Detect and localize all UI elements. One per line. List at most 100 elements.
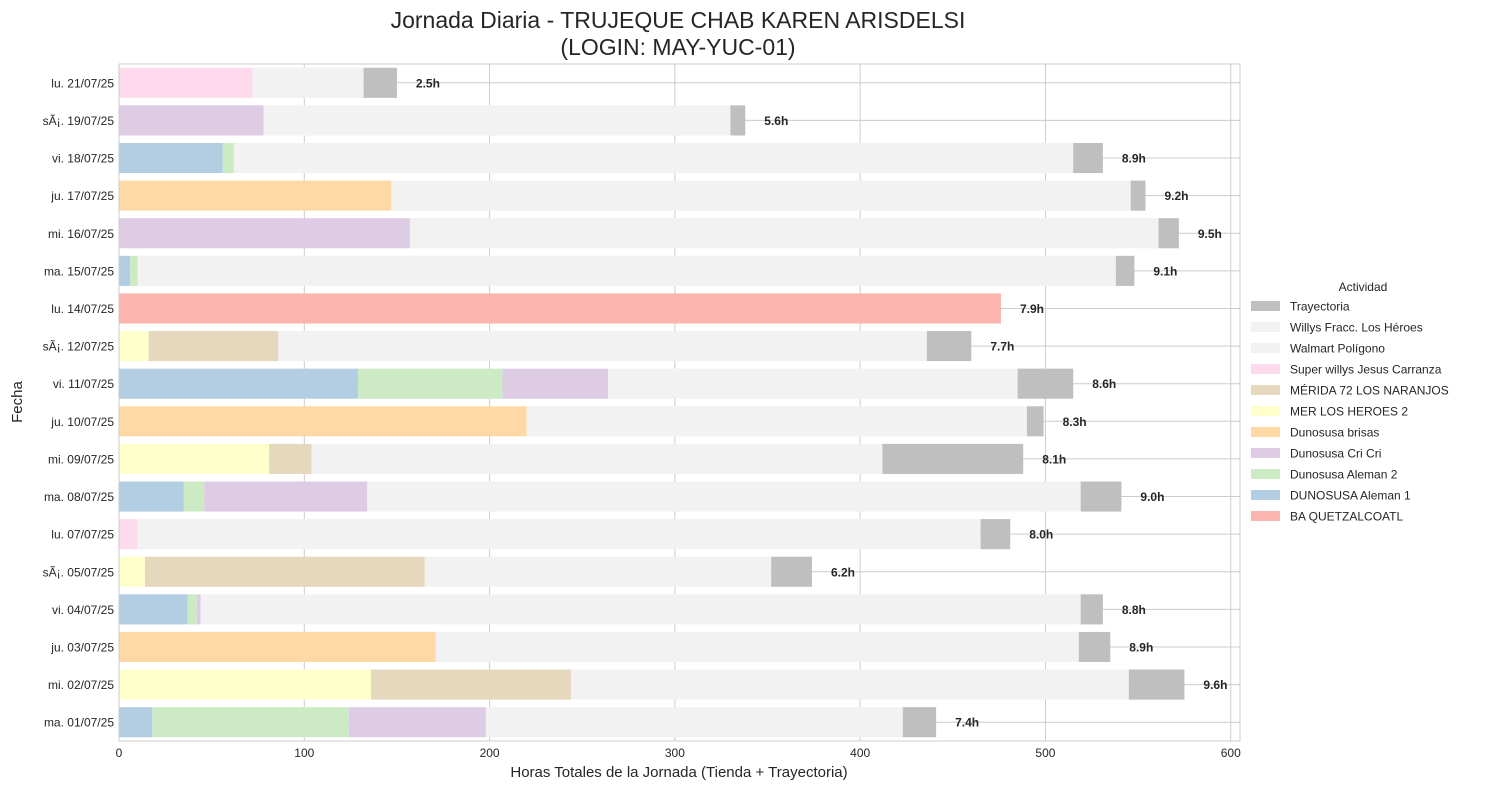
- bar-segment: [183, 481, 205, 512]
- bar-segment: [730, 105, 746, 136]
- bar-segment: [771, 556, 812, 587]
- bar-segment: [348, 707, 486, 738]
- y-tick-label: mi. 09/07/25: [48, 452, 114, 466]
- x-tick-label: 400: [850, 746, 870, 760]
- legend-swatch: [1251, 406, 1280, 416]
- legend-swatch: [1251, 385, 1280, 395]
- legend-item: Dunosusa Cri Cri: [1251, 447, 1381, 461]
- legend-label: MÉRIDA 72 LOS NARANJOS: [1290, 383, 1449, 398]
- legend-swatch: [1251, 448, 1280, 458]
- bar-segment: [367, 481, 1081, 512]
- legend-label: BA QUETZALCOATL: [1290, 510, 1403, 524]
- bar-segment: [119, 707, 153, 738]
- x-tick-label: 600: [1221, 746, 1241, 760]
- chart-title-line1: Jornada Diaria - TRUJEQUE CHAB KAREN ARI…: [391, 7, 966, 33]
- bar-segment: [1073, 142, 1103, 174]
- y-tick-label: vi. 18/07/25: [52, 152, 114, 166]
- legend-swatch: [1251, 511, 1280, 521]
- legend-label: Dunosusa Aleman 2: [1290, 468, 1398, 482]
- bar-segment: [311, 443, 883, 474]
- legend-label: MER LOS HEROES 2: [1290, 405, 1408, 419]
- bar-total-label: 5.6h: [764, 114, 788, 128]
- legend-item: DUNOSUSA Aleman 1: [1251, 489, 1411, 503]
- y-tick-label: ma. 15/07/25: [44, 264, 114, 278]
- legend-item: Super willys Jesus Carranza: [1251, 363, 1442, 377]
- bar-total-label: 9.6h: [1203, 678, 1227, 692]
- bar-segment: [119, 142, 223, 174]
- x-tick-label: 300: [665, 746, 685, 760]
- y-tick-label: mi. 02/07/25: [48, 678, 114, 692]
- bar-segment: [278, 331, 927, 362]
- bar-total-label: 8.3h: [1063, 415, 1087, 429]
- bar-segment: [119, 331, 149, 362]
- bar-segment: [200, 594, 1081, 625]
- y-tick-label: ma. 01/07/25: [44, 716, 114, 730]
- y-tick-label: ju. 17/07/25: [50, 189, 114, 203]
- x-tick-label: 0: [116, 746, 123, 760]
- bar-segment: [1158, 218, 1179, 249]
- bar-segment: [1130, 180, 1146, 211]
- legend-swatch: [1251, 301, 1280, 311]
- y-tick-label: ma. 08/07/25: [44, 490, 114, 504]
- bar-segment: [1080, 594, 1103, 625]
- bar-segment: [119, 443, 270, 474]
- bar-segment: [130, 255, 138, 286]
- bar-segment: [119, 594, 188, 625]
- bar-segment: [882, 443, 1024, 474]
- bar-segment: [119, 255, 131, 286]
- bar-segment: [263, 105, 731, 136]
- bar-segment: [119, 180, 392, 211]
- chart-title-line2: (LOGIN: MAY-YUC-01): [560, 34, 795, 60]
- legend: Actividad Trayectoria Willys Fracc. Los H…: [1251, 280, 1449, 524]
- bar-segment: [144, 556, 425, 587]
- legend-swatch: [1251, 343, 1280, 353]
- bar-segment: [391, 180, 1131, 211]
- bar-segment: [358, 368, 503, 399]
- legend-swatch: [1251, 364, 1280, 374]
- legend-swatch: [1251, 322, 1280, 332]
- y-tick-label: vi. 04/07/25: [52, 603, 114, 617]
- bar-segment: [1080, 481, 1122, 512]
- bar-segment: [119, 293, 1001, 324]
- y-tick-label: sÃ¡. 19/07/25: [43, 114, 115, 128]
- bar-segment: [1078, 631, 1111, 663]
- bar-segment: [119, 481, 184, 512]
- legend-item: BA QUETZALCOATL: [1251, 510, 1403, 524]
- legend-item: MÉRIDA 72 LOS NARANJOS: [1251, 383, 1449, 398]
- labels-layer: 2.5h 5.6h 8.9h 9.2h 9.5h 9.1h 7.9h 7.7h 8.6h 8.3h…: [416, 76, 1227, 729]
- bar-total-label: 8.6h: [1092, 377, 1116, 391]
- x-tick-label: 100: [294, 746, 314, 760]
- y-tick-label: lu. 14/07/25: [51, 302, 114, 316]
- bar-segment: [252, 67, 364, 98]
- bar-segment: [148, 331, 279, 362]
- bar-segment: [119, 218, 410, 249]
- legend-item: Walmart Polígono: [1251, 342, 1385, 356]
- legend-label: Willys Fracc. Los Héroes: [1290, 321, 1423, 335]
- y-tick-label: sÃ¡. 12/07/25: [43, 340, 115, 354]
- legend-item: Trayectoria: [1251, 300, 1350, 314]
- legend-item: Willys Fracc. Los Héroes: [1251, 321, 1423, 335]
- bar-segment: [1017, 368, 1074, 399]
- bar-total-label: 8.9h: [1129, 640, 1153, 654]
- bar-segment: [502, 368, 609, 399]
- bar-segment: [119, 406, 527, 437]
- bar-segment: [187, 594, 197, 625]
- plot-frame: [118, 63, 1241, 742]
- bars-layer: [119, 67, 1185, 738]
- legend-label: Dunosusa brisas: [1290, 426, 1379, 440]
- x-axis-label: Horas Totales de la Jornada (Tienda + Tr…: [510, 764, 847, 781]
- bar-total-label: 7.9h: [1020, 302, 1044, 316]
- legend-items: Trayectoria Willys Fracc. Los Héroes Walma…: [1251, 300, 1449, 524]
- bar-segment: [980, 519, 1011, 550]
- bar-segment: [902, 707, 937, 738]
- legend-label: Trayectoria: [1290, 300, 1350, 314]
- bar-segment: [119, 556, 145, 587]
- bar-total-label: 7.7h: [990, 340, 1014, 354]
- y-tick-label: vi. 11/07/25: [53, 377, 114, 391]
- bar-segment: [222, 142, 234, 174]
- legend-swatch: [1251, 490, 1280, 500]
- x-axis-ticks: 0 100 200 300 400 500 600: [116, 746, 1241, 760]
- bar-total-label: 9.0h: [1140, 490, 1164, 504]
- bar-segment: [119, 631, 436, 663]
